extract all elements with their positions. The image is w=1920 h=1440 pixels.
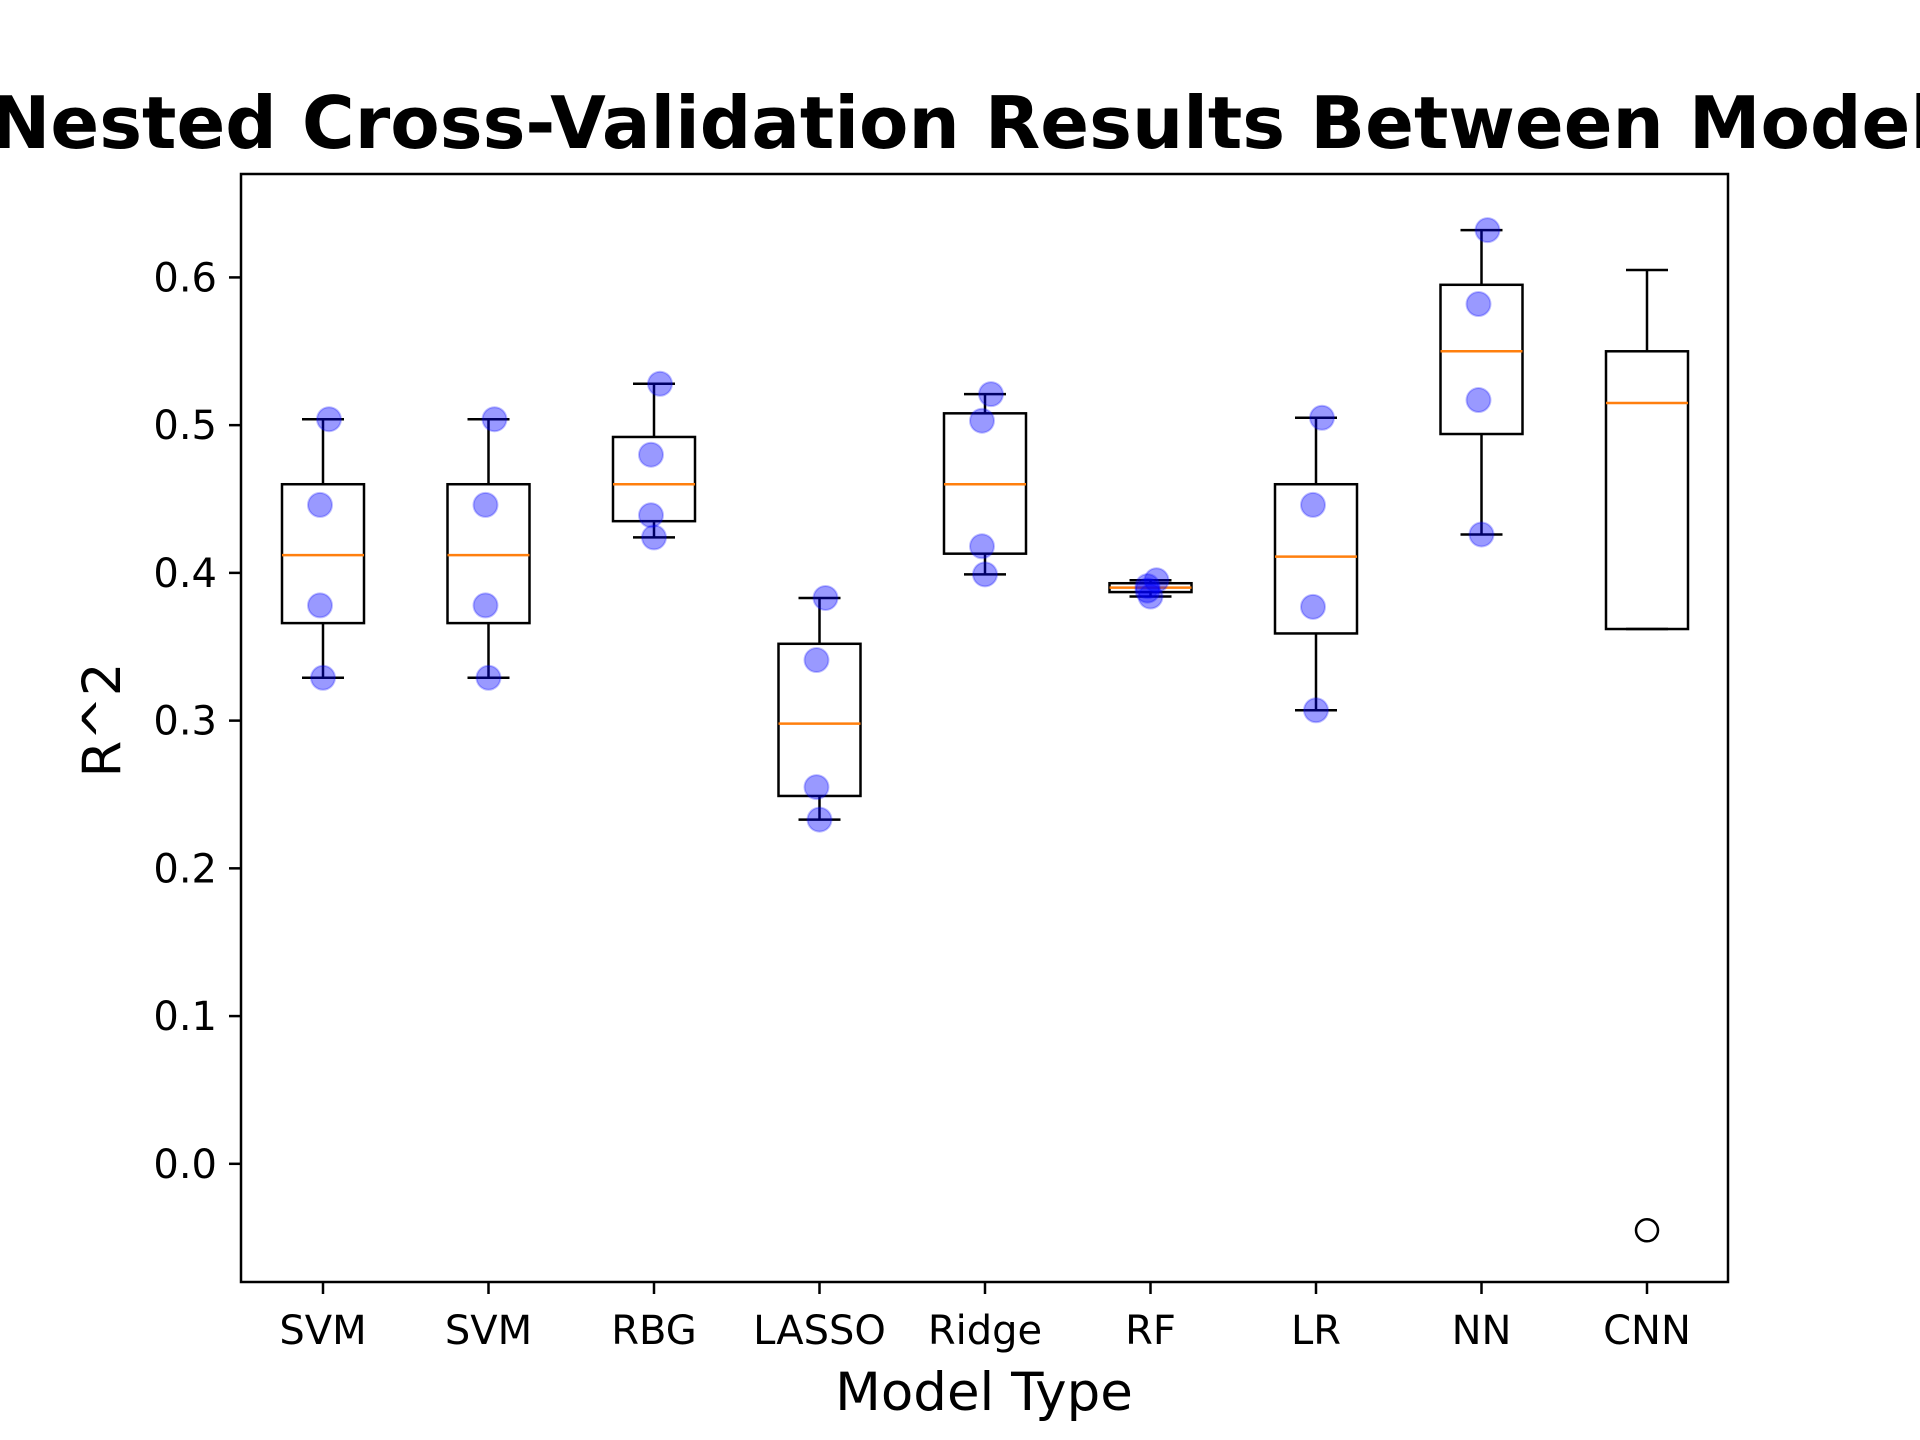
box bbox=[611, 435, 697, 523]
box-group bbox=[1108, 567, 1193, 610]
data-point bbox=[806, 806, 833, 833]
x-tick-label: SVM bbox=[445, 1308, 532, 1354]
data-point bbox=[1468, 521, 1495, 548]
data-point bbox=[1137, 583, 1164, 610]
y-tick-label: 0.2 bbox=[153, 846, 217, 892]
box bbox=[446, 482, 531, 625]
x-tick-label: SVM bbox=[279, 1308, 366, 1354]
data-point bbox=[641, 524, 667, 551]
y-axis: 0.0 0.1 0.2 0.3 0.4 0.5 0.6 bbox=[153, 255, 241, 1188]
data-point bbox=[1300, 491, 1326, 518]
x-tick-label: LR bbox=[1291, 1308, 1341, 1354]
data-point bbox=[803, 774, 830, 801]
plot-area bbox=[280, 217, 1690, 1243]
data-point bbox=[1309, 404, 1335, 431]
data-point bbox=[1143, 567, 1170, 594]
x-tick-label: RBG bbox=[611, 1308, 697, 1354]
x-tick-label: RF bbox=[1125, 1308, 1176, 1354]
box-group bbox=[446, 406, 531, 691]
x-tick-label: LASSO bbox=[753, 1308, 886, 1354]
data-point bbox=[307, 491, 333, 518]
box bbox=[1273, 482, 1359, 635]
box bbox=[1604, 350, 1690, 631]
data-point bbox=[1134, 573, 1161, 600]
box-group bbox=[942, 381, 1028, 588]
box-group bbox=[1439, 217, 1524, 548]
data-point bbox=[638, 441, 664, 468]
data-point bbox=[472, 592, 499, 619]
data-point bbox=[472, 491, 499, 518]
data-point bbox=[481, 406, 508, 433]
data-point bbox=[310, 664, 336, 691]
data-point bbox=[978, 381, 1004, 408]
x-tick-label: Ridge bbox=[928, 1308, 1042, 1354]
data-point bbox=[1465, 291, 1492, 318]
box-group bbox=[611, 370, 697, 551]
data-point bbox=[1303, 697, 1329, 724]
y-axis-label: R^2 bbox=[72, 663, 133, 778]
data-point bbox=[1474, 217, 1501, 244]
box-group bbox=[280, 406, 366, 691]
box-group bbox=[1604, 268, 1690, 1243]
data-point bbox=[647, 370, 673, 397]
data-point bbox=[972, 561, 998, 588]
box-group bbox=[777, 584, 862, 833]
chart-title: Nested Cross-Validation Results Between … bbox=[0, 81, 1920, 165]
y-tick-label: 0.3 bbox=[153, 699, 217, 745]
box bbox=[777, 642, 862, 798]
data-point bbox=[803, 647, 830, 674]
x-tick-label: CNN bbox=[1603, 1308, 1691, 1354]
x-tick-label: NN bbox=[1452, 1308, 1512, 1354]
data-point bbox=[316, 406, 342, 433]
data-point bbox=[1134, 577, 1161, 604]
data-point bbox=[1465, 387, 1492, 414]
box bbox=[280, 482, 366, 625]
x-axis-label: Model Type bbox=[835, 1362, 1133, 1423]
data-point bbox=[969, 533, 995, 560]
y-tick-label: 0.4 bbox=[153, 551, 217, 597]
box bbox=[1439, 283, 1524, 436]
box-group bbox=[1273, 404, 1359, 724]
data-point bbox=[475, 664, 502, 691]
y-tick-label: 0.6 bbox=[153, 255, 217, 301]
data-point bbox=[969, 407, 995, 434]
y-tick-label: 0.5 bbox=[153, 403, 217, 449]
data-point bbox=[1300, 593, 1326, 620]
data-point bbox=[638, 502, 664, 529]
x-axis: SVM SVM RBG LASSO Ridge RF LR NN CNN bbox=[279, 1282, 1691, 1354]
y-tick-label: 0.0 bbox=[153, 1142, 217, 1188]
outlier-point bbox=[1634, 1218, 1660, 1243]
data-point bbox=[812, 584, 839, 611]
data-point bbox=[307, 592, 333, 619]
plot-frame bbox=[239, 172, 1730, 1284]
y-tick-label: 0.1 bbox=[153, 994, 217, 1040]
